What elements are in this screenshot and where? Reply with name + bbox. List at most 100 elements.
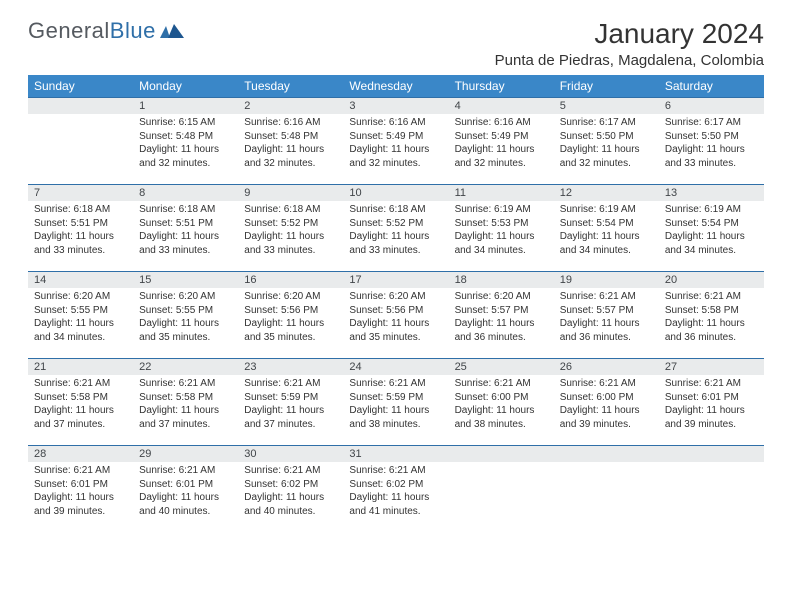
- calendar-week: 7Sunrise: 6:18 AMSunset: 5:51 PMDaylight…: [28, 185, 764, 272]
- day-number: 8: [133, 185, 238, 201]
- calendar-cell: 21Sunrise: 6:21 AMSunset: 5:58 PMDayligh…: [28, 359, 133, 446]
- col-header: Thursday: [449, 75, 554, 98]
- calendar-cell: 4Sunrise: 6:16 AMSunset: 5:49 PMDaylight…: [449, 98, 554, 185]
- day-number: 23: [238, 359, 343, 375]
- day-number: 30: [238, 446, 343, 462]
- day-number: 26: [554, 359, 659, 375]
- calendar-week: 14Sunrise: 6:20 AMSunset: 5:55 PMDayligh…: [28, 272, 764, 359]
- col-header: Saturday: [659, 75, 764, 98]
- day-number: 9: [238, 185, 343, 201]
- day-number-empty: [554, 446, 659, 462]
- calendar-cell: 22Sunrise: 6:21 AMSunset: 5:58 PMDayligh…: [133, 359, 238, 446]
- day-number: 18: [449, 272, 554, 288]
- brand-logo: GeneralBlue: [28, 18, 186, 44]
- calendar-week: 21Sunrise: 6:21 AMSunset: 5:58 PMDayligh…: [28, 359, 764, 446]
- day-details: Sunrise: 6:20 AMSunset: 5:56 PMDaylight:…: [343, 288, 448, 348]
- month-title: January 2024: [495, 18, 764, 50]
- calendar-cell: 11Sunrise: 6:19 AMSunset: 5:53 PMDayligh…: [449, 185, 554, 272]
- day-details: Sunrise: 6:21 AMSunset: 6:01 PMDaylight:…: [133, 462, 238, 522]
- day-number: 27: [659, 359, 764, 375]
- col-header: Wednesday: [343, 75, 448, 98]
- day-number-empty: [28, 98, 133, 114]
- col-header: Sunday: [28, 75, 133, 98]
- header-bar: GeneralBlue January 2024 Punta de Piedra…: [28, 18, 764, 69]
- day-number: 4: [449, 98, 554, 114]
- day-number: 25: [449, 359, 554, 375]
- day-details: Sunrise: 6:16 AMSunset: 5:48 PMDaylight:…: [238, 114, 343, 174]
- day-details: Sunrise: 6:17 AMSunset: 5:50 PMDaylight:…: [659, 114, 764, 174]
- calendar-table: SundayMondayTuesdayWednesdayThursdayFrid…: [28, 75, 764, 532]
- day-details: Sunrise: 6:17 AMSunset: 5:50 PMDaylight:…: [554, 114, 659, 174]
- calendar-cell: 16Sunrise: 6:20 AMSunset: 5:56 PMDayligh…: [238, 272, 343, 359]
- calendar-cell: 24Sunrise: 6:21 AMSunset: 5:59 PMDayligh…: [343, 359, 448, 446]
- day-number: 28: [28, 446, 133, 462]
- calendar-cell: [554, 446, 659, 533]
- day-details: Sunrise: 6:19 AMSunset: 5:54 PMDaylight:…: [554, 201, 659, 261]
- calendar-cell: 13Sunrise: 6:19 AMSunset: 5:54 PMDayligh…: [659, 185, 764, 272]
- day-number: 5: [554, 98, 659, 114]
- day-number: 6: [659, 98, 764, 114]
- day-details: Sunrise: 6:20 AMSunset: 5:55 PMDaylight:…: [133, 288, 238, 348]
- day-number: 13: [659, 185, 764, 201]
- day-details: Sunrise: 6:16 AMSunset: 5:49 PMDaylight:…: [343, 114, 448, 174]
- day-details: Sunrise: 6:18 AMSunset: 5:52 PMDaylight:…: [343, 201, 448, 261]
- title-block: January 2024 Punta de Piedras, Magdalena…: [495, 18, 764, 69]
- day-number: 10: [343, 185, 448, 201]
- calendar-cell: 1Sunrise: 6:15 AMSunset: 5:48 PMDaylight…: [133, 98, 238, 185]
- day-number: 12: [554, 185, 659, 201]
- day-details: Sunrise: 6:21 AMSunset: 5:57 PMDaylight:…: [554, 288, 659, 348]
- day-number: 22: [133, 359, 238, 375]
- day-number: 17: [343, 272, 448, 288]
- day-number: 20: [659, 272, 764, 288]
- day-number: 29: [133, 446, 238, 462]
- day-details: Sunrise: 6:20 AMSunset: 5:57 PMDaylight:…: [449, 288, 554, 348]
- col-header: Tuesday: [238, 75, 343, 98]
- day-number: 16: [238, 272, 343, 288]
- location-text: Punta de Piedras, Magdalena, Colombia: [495, 52, 764, 69]
- day-details: Sunrise: 6:21 AMSunset: 5:59 PMDaylight:…: [238, 375, 343, 435]
- calendar-cell: 29Sunrise: 6:21 AMSunset: 6:01 PMDayligh…: [133, 446, 238, 533]
- day-number: 1: [133, 98, 238, 114]
- calendar-cell: 20Sunrise: 6:21 AMSunset: 5:58 PMDayligh…: [659, 272, 764, 359]
- calendar-week: 28Sunrise: 6:21 AMSunset: 6:01 PMDayligh…: [28, 446, 764, 533]
- calendar-cell: 30Sunrise: 6:21 AMSunset: 6:02 PMDayligh…: [238, 446, 343, 533]
- calendar-cell: 18Sunrise: 6:20 AMSunset: 5:57 PMDayligh…: [449, 272, 554, 359]
- day-details: Sunrise: 6:21 AMSunset: 6:01 PMDaylight:…: [28, 462, 133, 522]
- day-details: Sunrise: 6:19 AMSunset: 5:54 PMDaylight:…: [659, 201, 764, 261]
- calendar-cell: 3Sunrise: 6:16 AMSunset: 5:49 PMDaylight…: [343, 98, 448, 185]
- calendar-cell: 6Sunrise: 6:17 AMSunset: 5:50 PMDaylight…: [659, 98, 764, 185]
- day-details: Sunrise: 6:21 AMSunset: 5:58 PMDaylight:…: [133, 375, 238, 435]
- calendar-body: 1Sunrise: 6:15 AMSunset: 5:48 PMDaylight…: [28, 98, 764, 533]
- calendar-cell: [28, 98, 133, 185]
- calendar-cell: [659, 446, 764, 533]
- calendar-cell: 12Sunrise: 6:19 AMSunset: 5:54 PMDayligh…: [554, 185, 659, 272]
- calendar-week: 1Sunrise: 6:15 AMSunset: 5:48 PMDaylight…: [28, 98, 764, 185]
- calendar-cell: 19Sunrise: 6:21 AMSunset: 5:57 PMDayligh…: [554, 272, 659, 359]
- calendar-cell: 25Sunrise: 6:21 AMSunset: 6:00 PMDayligh…: [449, 359, 554, 446]
- day-details: Sunrise: 6:18 AMSunset: 5:51 PMDaylight:…: [133, 201, 238, 261]
- day-details: Sunrise: 6:21 AMSunset: 5:59 PMDaylight:…: [343, 375, 448, 435]
- calendar-cell: 23Sunrise: 6:21 AMSunset: 5:59 PMDayligh…: [238, 359, 343, 446]
- calendar-cell: 15Sunrise: 6:20 AMSunset: 5:55 PMDayligh…: [133, 272, 238, 359]
- day-number: 15: [133, 272, 238, 288]
- day-number: 11: [449, 185, 554, 201]
- day-number: 19: [554, 272, 659, 288]
- col-header: Friday: [554, 75, 659, 98]
- calendar-cell: 28Sunrise: 6:21 AMSunset: 6:01 PMDayligh…: [28, 446, 133, 533]
- day-number: 7: [28, 185, 133, 201]
- calendar-cell: 7Sunrise: 6:18 AMSunset: 5:51 PMDaylight…: [28, 185, 133, 272]
- day-details: Sunrise: 6:18 AMSunset: 5:52 PMDaylight:…: [238, 201, 343, 261]
- day-details: Sunrise: 6:20 AMSunset: 5:56 PMDaylight:…: [238, 288, 343, 348]
- day-number: 2: [238, 98, 343, 114]
- day-details: Sunrise: 6:21 AMSunset: 5:58 PMDaylight:…: [659, 288, 764, 348]
- calendar-header: SundayMondayTuesdayWednesdayThursdayFrid…: [28, 75, 764, 98]
- day-number-empty: [449, 446, 554, 462]
- day-number: 3: [343, 98, 448, 114]
- brand-text-2: Blue: [110, 18, 156, 44]
- day-number: 21: [28, 359, 133, 375]
- col-header: Monday: [133, 75, 238, 98]
- day-number: 14: [28, 272, 133, 288]
- day-details: Sunrise: 6:16 AMSunset: 5:49 PMDaylight:…: [449, 114, 554, 174]
- logo-mark-icon: [160, 22, 186, 40]
- calendar-cell: 5Sunrise: 6:17 AMSunset: 5:50 PMDaylight…: [554, 98, 659, 185]
